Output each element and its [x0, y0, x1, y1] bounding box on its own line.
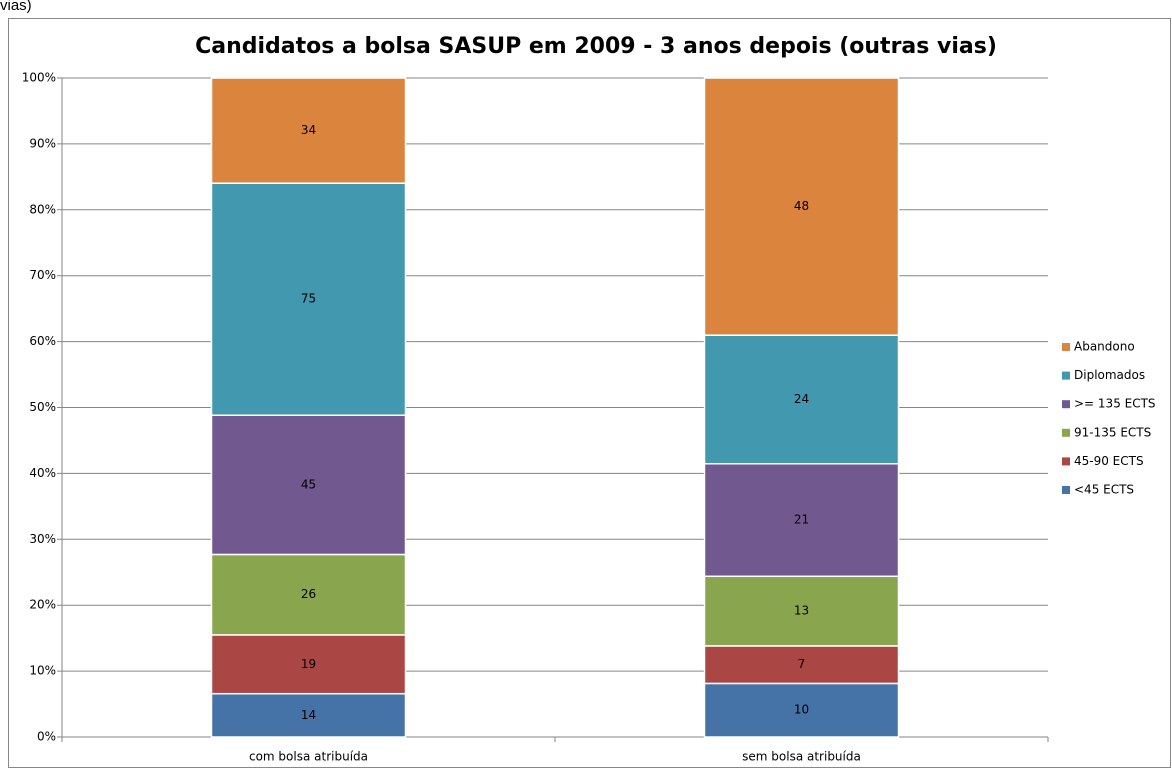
x-tick-label: com bolsa atribuída	[249, 750, 368, 764]
caption: vias)	[0, 0, 32, 14]
data-label: 75	[301, 292, 316, 306]
data-label: 19	[301, 657, 316, 671]
bar-segment	[703, 334, 900, 465]
bar-segment	[703, 77, 900, 336]
data-label: 24	[794, 392, 809, 406]
bar-segment	[210, 634, 407, 695]
bar-segment	[210, 692, 407, 738]
legend-swatch	[1062, 343, 1070, 351]
y-tick-label: 10%	[29, 664, 56, 678]
data-label: 13	[794, 604, 809, 618]
y-tick-label: 0%	[37, 730, 56, 744]
y-tick-label: 70%	[29, 268, 56, 282]
bar-segment	[703, 575, 900, 647]
data-label: 14	[301, 708, 316, 722]
data-label: 7	[798, 657, 806, 671]
chart-border	[8, 18, 1171, 768]
legend-label: <45 ECTS	[1074, 483, 1134, 497]
legend-swatch	[1062, 486, 1070, 494]
y-tick-label: 60%	[29, 334, 56, 348]
y-tick-label: 40%	[29, 466, 56, 480]
legend-label: 91-135 ECTS	[1074, 425, 1151, 439]
legend-swatch	[1062, 400, 1070, 409]
y-tick-label: 50%	[29, 400, 56, 414]
y-tick-label: 30%	[29, 532, 56, 546]
data-label: 34	[301, 123, 316, 137]
y-tick-label: 20%	[29, 598, 56, 612]
bar-segment	[210, 414, 407, 556]
bar-segment	[210, 553, 407, 636]
data-label: 21	[794, 513, 809, 527]
data-label: 10	[794, 703, 809, 717]
y-tick-label: 90%	[29, 136, 56, 150]
data-label: 48	[794, 199, 809, 213]
legend-swatch	[1062, 457, 1070, 466]
legend-swatch	[1062, 371, 1070, 380]
legend-label: 45-90 ECTS	[1074, 454, 1144, 468]
bar-segment	[210, 77, 407, 184]
bar-segment	[703, 463, 900, 578]
chart-title: Candidatos a bolsa SASUP em 2009 - 3 ano…	[195, 34, 997, 59]
data-label: 26	[301, 587, 316, 601]
legend-label: Diplomados	[1074, 368, 1145, 382]
legend-label: >= 135 ECTS	[1074, 397, 1156, 411]
y-tick-label: 80%	[29, 202, 56, 216]
bar-segment	[703, 645, 900, 685]
x-tick-label: sem bolsa atribuída	[742, 750, 861, 764]
data-label: 45	[301, 477, 316, 491]
legend-swatch	[1062, 428, 1070, 437]
legend-label: Abandono	[1074, 340, 1135, 354]
bar-segment	[210, 182, 407, 416]
y-tick-label: 100%	[22, 71, 56, 85]
